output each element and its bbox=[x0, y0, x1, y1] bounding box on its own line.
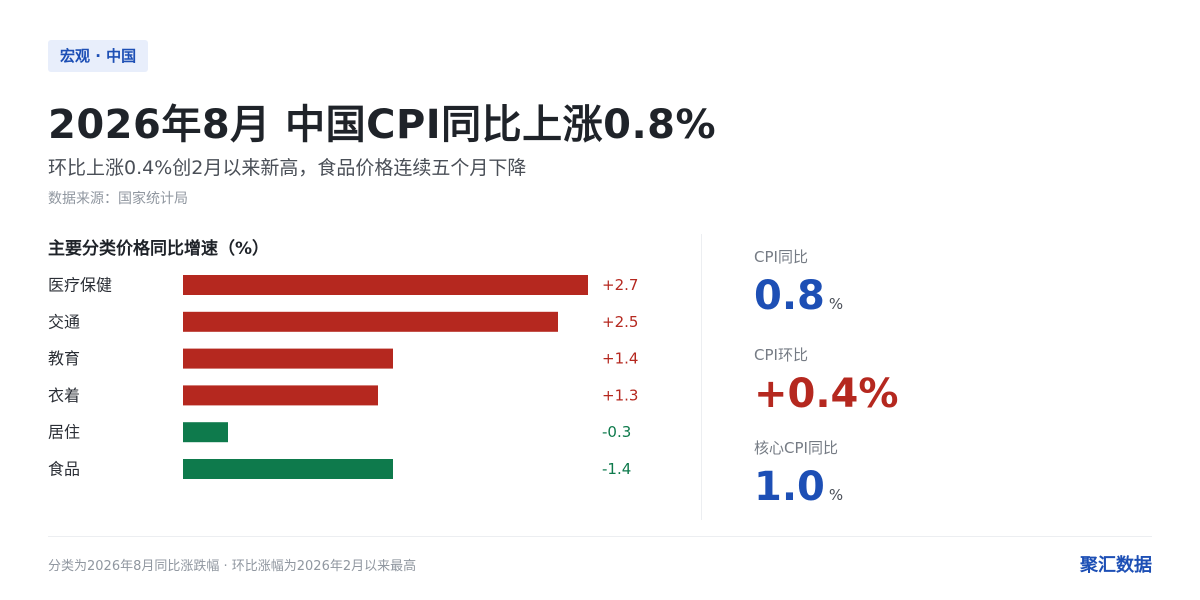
value-label: +2.7 bbox=[602, 276, 638, 294]
bar bbox=[183, 385, 378, 406]
category-label: 医疗保健 bbox=[48, 276, 112, 295]
kpi-unit: % bbox=[828, 295, 844, 313]
category-label: 居住 bbox=[48, 423, 80, 442]
category-label: 交通 bbox=[48, 312, 80, 331]
bar bbox=[183, 459, 393, 479]
chart-title: 主要分类价格同比增速（%） bbox=[48, 239, 270, 259]
bar bbox=[183, 275, 588, 295]
kpi-cpi-mom: CPI环比 +0.4% bbox=[754, 344, 902, 417]
page-subtitle: 环比上涨0.4%创2月以来新高，食品价格连续五个月下降 bbox=[48, 157, 527, 179]
category-label: 教育 bbox=[48, 349, 80, 368]
kpi-value: 0.8 bbox=[754, 273, 825, 319]
kpi-value: 1.0 bbox=[754, 464, 825, 510]
bar bbox=[183, 348, 393, 369]
value-label: -0.3 bbox=[602, 423, 631, 441]
category-label: 食品 bbox=[48, 460, 80, 479]
kpi-core-cpi-yoy: 核心CPI同比 1.0% bbox=[754, 437, 843, 510]
value-label: +2.5 bbox=[602, 313, 638, 331]
value-label: -1.4 bbox=[602, 460, 631, 478]
category-label: 衣着 bbox=[48, 386, 80, 405]
footnote: 分类为2026年8月同比涨跌幅 · 环比涨幅为2026年2月以来最高 bbox=[48, 559, 417, 574]
kpi-value: +0.4% bbox=[754, 371, 899, 417]
bar bbox=[183, 422, 228, 443]
bar bbox=[183, 311, 558, 332]
kpi-cpi-yoy: CPI同比 0.8% bbox=[754, 246, 843, 319]
category-bar-chart: 医疗保健 +2.7 交通 +2.5 教育 +1.4 衣着 +1.3 居住 -0.3 食品 -1.4 bbox=[48, 275, 638, 479]
data-source: 数据来源：国家统计局 bbox=[48, 191, 188, 207]
vertical-divider bbox=[701, 234, 702, 520]
footer-divider bbox=[48, 536, 1152, 537]
value-label: +1.4 bbox=[602, 350, 638, 368]
page-title: 2026年8月 中国CPI同比上涨0.8% bbox=[48, 102, 717, 148]
kpi-unit: % bbox=[828, 486, 844, 504]
value-label: +1.3 bbox=[602, 386, 638, 404]
kpi-label: 核心CPI同比 bbox=[754, 439, 838, 457]
brand-logo-text: 聚汇数据 bbox=[1080, 555, 1152, 576]
category-tag: 宏观 · 中国 bbox=[48, 40, 149, 72]
kpi-label: CPI同比 bbox=[754, 248, 808, 266]
kpi-label: CPI环比 bbox=[754, 346, 808, 364]
